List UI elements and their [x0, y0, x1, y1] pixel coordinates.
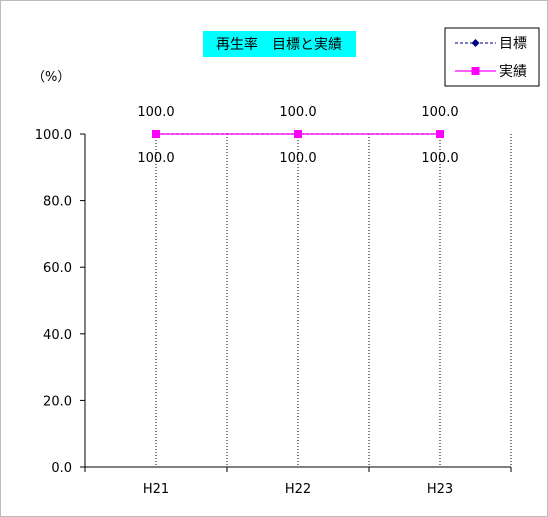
legend-label-target: 目標 [499, 36, 527, 52]
data-label-target: 100.0 [137, 151, 174, 166]
x-tick-label: H22 [285, 482, 311, 497]
y-tick-label: 80.0 [43, 195, 72, 210]
data-label-actual: 100.0 [137, 105, 174, 120]
y-tick-label: 100.0 [35, 128, 72, 143]
legend-label-actual: 実績 [499, 64, 527, 80]
x-tick-label: H23 [427, 482, 453, 497]
y-tick-label: 60.0 [43, 261, 72, 276]
chart-title-background [203, 31, 356, 57]
y-tick-label: 40.0 [43, 328, 72, 343]
y-axis-unit-label: （%） [32, 70, 70, 85]
x-tick-label: H21 [143, 482, 169, 497]
plot-area: 0.0 20.0 40.0 60.0 80.0 100.0 H21 H22 H23 100.0 10… [35, 105, 512, 497]
legend-item-target: 目標 [455, 36, 527, 52]
data-point-actual [152, 130, 160, 138]
legend-item-actual: 実績 [455, 64, 527, 80]
legend-marker-target [471, 39, 480, 47]
data-label-actual: 100.0 [421, 105, 458, 120]
chart-title: 再生率 目標と実績 [216, 36, 342, 53]
data-label-actual: 100.0 [279, 105, 316, 120]
data-point-actual [436, 130, 444, 138]
y-tick-label: 0.0 [51, 461, 72, 476]
data-point-actual [294, 130, 302, 138]
legend: 目標 実績 [444, 27, 540, 87]
legend-box [444, 27, 540, 87]
data-label-target: 100.0 [279, 151, 316, 166]
legend-marker-actual [471, 67, 480, 75]
y-tick-label: 20.0 [43, 394, 72, 409]
data-label-target: 100.0 [421, 151, 458, 166]
